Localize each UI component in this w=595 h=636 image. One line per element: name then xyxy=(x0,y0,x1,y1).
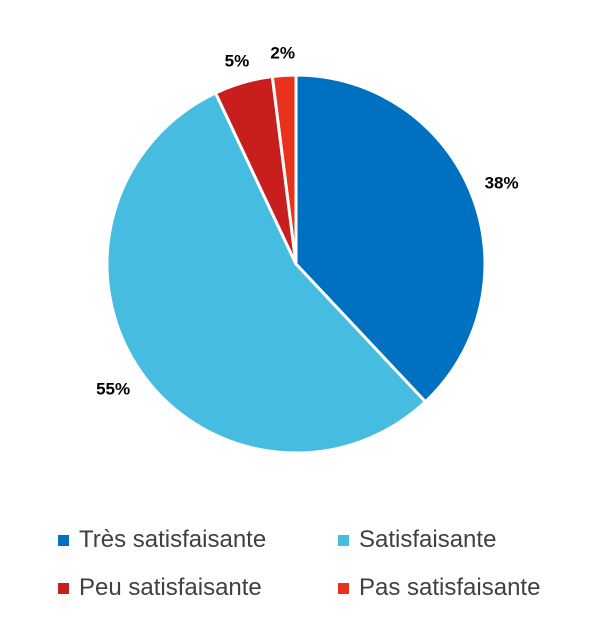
chart-legend: Très satisfaisante Satisfaisante Peu sat… xyxy=(58,516,578,612)
legend-swatch-satisfaisante xyxy=(338,534,349,546)
legend-swatch-tres-satisfaisante xyxy=(58,534,69,546)
legend-item-tres-satisfaisante: Très satisfaisante xyxy=(58,526,338,554)
legend-item-satisfaisante: Satisfaisante xyxy=(338,526,496,554)
pie-chart: 38% 55% 5% 2% xyxy=(96,44,519,455)
legend-label-satisfaisante: Satisfaisante xyxy=(359,526,497,553)
legend-label-pas-satisfaisante: Pas satisfaisante xyxy=(359,574,541,601)
pie-slice-tres-satisfaisante xyxy=(294,73,487,404)
legend-item-pas-satisfaisante: Pas satisfaisante xyxy=(338,574,540,602)
legend-swatch-pas-satisfaisante xyxy=(338,582,349,594)
data-label-tres-satisfaisante: 38% xyxy=(485,174,519,193)
pie-slice-satisfaisante xyxy=(105,91,427,455)
data-label-peu-satisfaisante: 5% xyxy=(225,52,250,71)
legend-label-tres-satisfaisante: Très satisfaisante xyxy=(79,526,267,553)
data-label-pas-satisfaisante: 2% xyxy=(270,44,295,63)
legend-item-peu-satisfaisante: Peu satisfaisante xyxy=(58,574,338,602)
legend-swatch-peu-satisfaisante xyxy=(58,582,69,594)
pie-slice-pas-satisfaisante xyxy=(270,73,298,266)
legend-label-peu-satisfaisante: Peu satisfaisante xyxy=(79,574,262,601)
data-label-satisfaisante: 55% xyxy=(96,379,130,398)
